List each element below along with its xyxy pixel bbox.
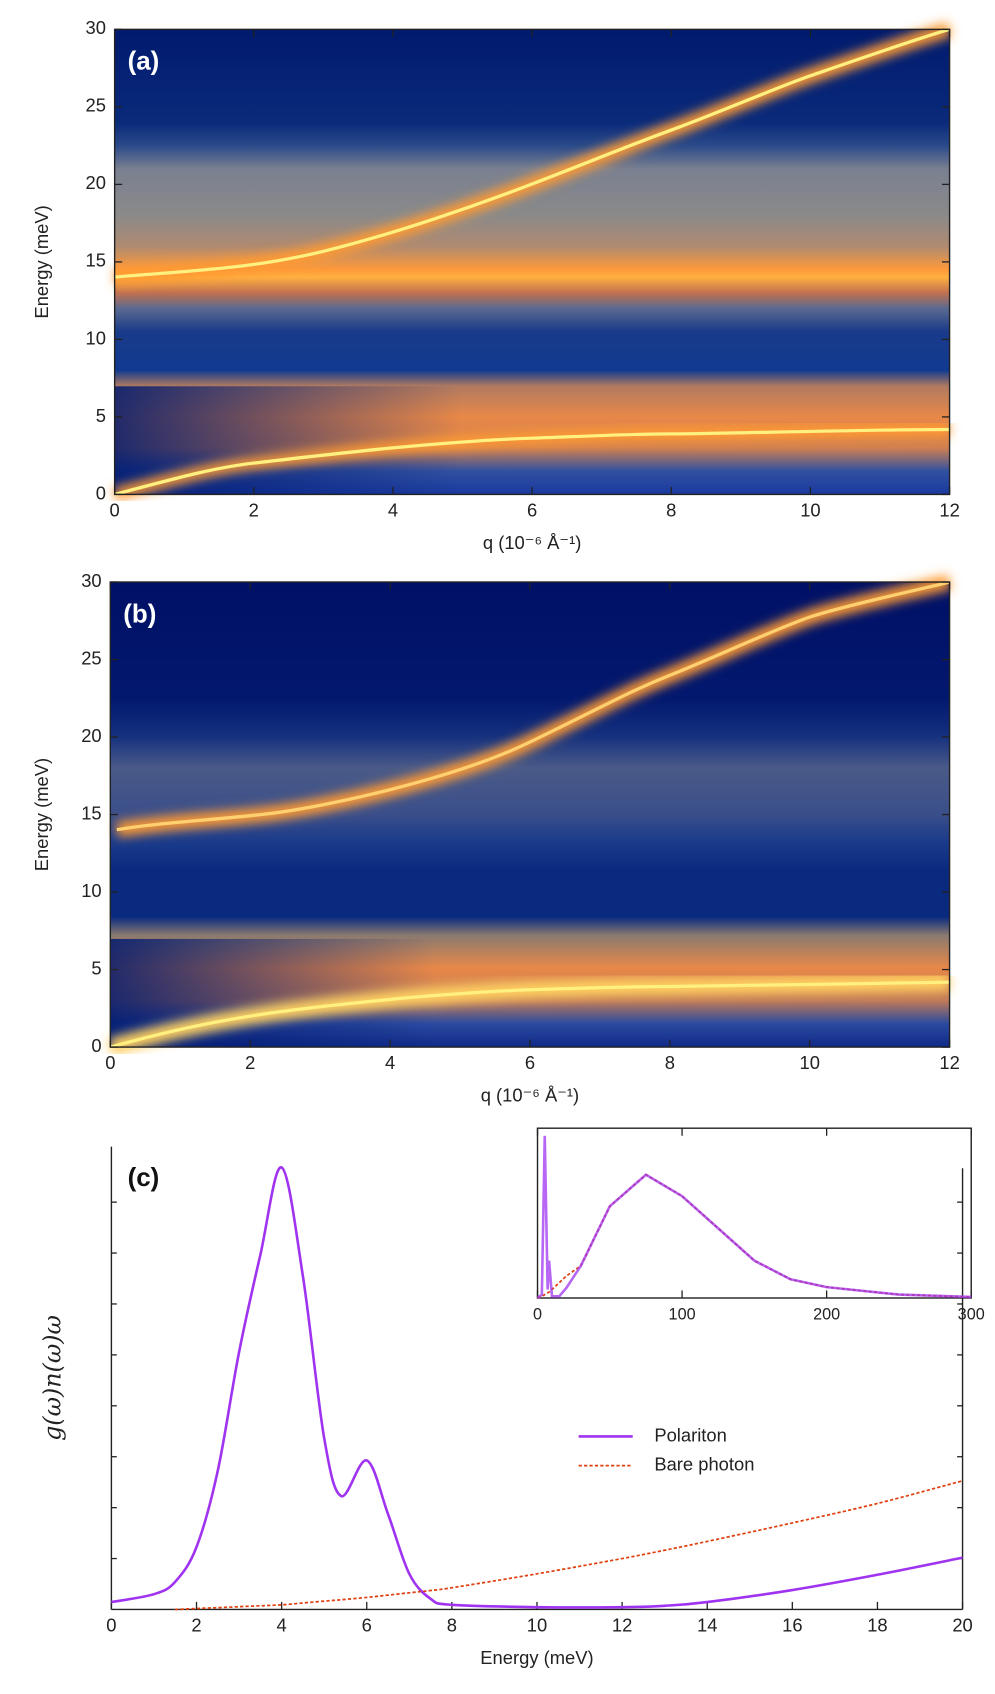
x-tick-label: 12 — [939, 500, 959, 521]
plot-frame — [536, 1127, 972, 1299]
x-tick-label: 0 — [110, 500, 120, 521]
x-tick-label: 6 — [362, 1615, 372, 1636]
x-tick-label: 4 — [388, 500, 398, 521]
x-tick-label: 8 — [447, 1615, 457, 1636]
series-line — [175, 1479, 963, 1611]
x-tick-label: 300 — [958, 1306, 985, 1324]
x-tick-label: 10 — [800, 500, 820, 521]
y-axis-label: g(ω)n(ω)ω — [39, 1315, 67, 1441]
x-tick-label: 6 — [527, 500, 537, 521]
series-line — [536, 1135, 972, 1300]
x-tick-label: 4 — [277, 1615, 287, 1636]
y-tick-label: 10 — [86, 327, 106, 348]
x-tick-label: 6 — [525, 1052, 535, 1073]
series-line — [537, 1173, 972, 1299]
y-tick-label: 20 — [86, 172, 106, 193]
x-tick-label: 2 — [245, 1052, 255, 1073]
y-tick-label: 15 — [81, 802, 101, 823]
y-tick-label: 0 — [91, 1035, 101, 1056]
x-tick-label: 4 — [385, 1052, 395, 1073]
x-tick-label: 100 — [669, 1306, 696, 1324]
x-tick-label: 16 — [782, 1615, 802, 1636]
x-tick-label: 20 — [952, 1615, 972, 1636]
y-axis-label: Energy (meV) — [31, 758, 52, 871]
legend-label: Bare photon — [654, 1453, 754, 1474]
panel-label: (c) — [128, 1164, 160, 1192]
y-tick-label: 5 — [96, 405, 106, 426]
y-tick-label: 20 — [81, 725, 101, 746]
x-axis-label: Energy (meV) — [480, 1647, 593, 1668]
legend-label: Polariton — [654, 1424, 727, 1445]
x-tick-label: 200 — [813, 1306, 840, 1324]
x-tick-label: 2 — [249, 500, 259, 521]
heatmap-a — [112, 22, 952, 501]
y-tick-label: 30 — [81, 570, 101, 591]
y-tick-label: 25 — [81, 647, 101, 668]
x-tick-label: 10 — [527, 1615, 547, 1636]
panel-label: (a) — [128, 48, 160, 76]
x-axis-label: q (10⁻⁶ Å⁻¹) — [483, 532, 581, 553]
x-tick-label: 12 — [939, 1052, 959, 1073]
x-tick-label: 0 — [533, 1306, 542, 1324]
x-axis-label: q (10⁻⁶ Å⁻¹) — [481, 1085, 579, 1106]
x-tick-label: 0 — [106, 1615, 116, 1636]
y-tick-label: 0 — [96, 482, 106, 503]
x-tick-label: 14 — [697, 1615, 717, 1636]
x-tick-label: 2 — [191, 1615, 201, 1636]
y-tick-label: 15 — [86, 250, 106, 271]
x-tick-label: 0 — [105, 1052, 115, 1073]
series-line — [111, 1166, 963, 1609]
y-tick-label: 10 — [81, 880, 101, 901]
panel-label: (b) — [123, 600, 156, 628]
y-tick-label: 25 — [86, 95, 106, 116]
heatmap-b — [108, 574, 952, 1056]
y-tick-label: 5 — [91, 957, 101, 978]
x-tick-label: 8 — [666, 500, 676, 521]
x-tick-label: 8 — [665, 1052, 675, 1073]
x-tick-label: 10 — [799, 1052, 819, 1073]
x-tick-label: 18 — [867, 1615, 887, 1636]
y-axis-label: Energy (meV) — [31, 205, 52, 318]
x-tick-label: 12 — [612, 1615, 632, 1636]
y-tick-label: 30 — [86, 17, 106, 38]
